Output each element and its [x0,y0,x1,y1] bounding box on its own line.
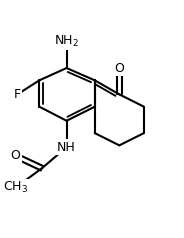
Text: CH$_3$: CH$_3$ [3,180,28,195]
Text: F: F [14,88,21,101]
Text: O: O [114,61,124,74]
Text: O: O [11,149,21,162]
Text: NH: NH [57,141,76,154]
Text: NH$_2$: NH$_2$ [54,34,79,49]
